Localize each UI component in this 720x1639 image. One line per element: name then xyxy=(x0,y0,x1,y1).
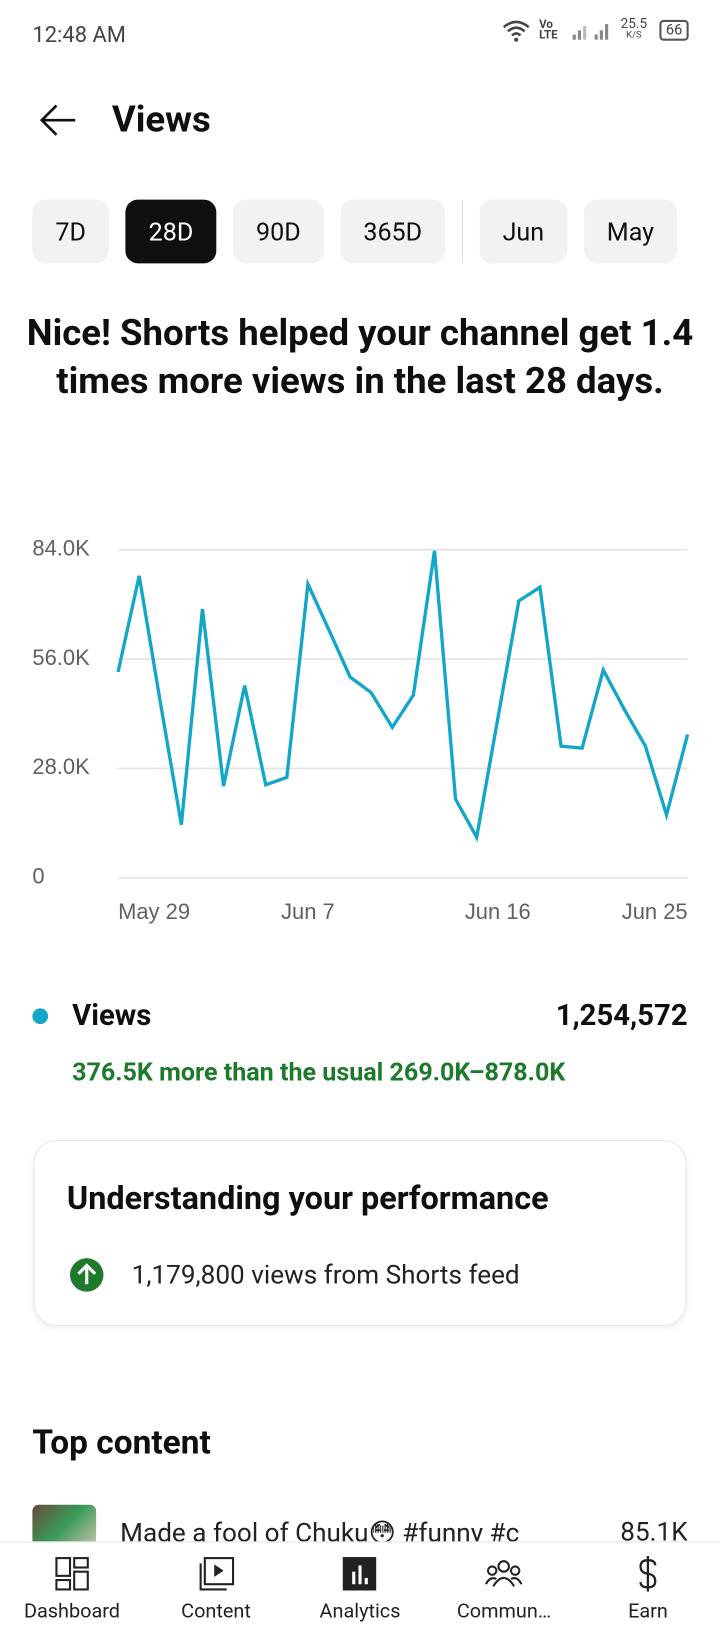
views-chart: 0 28.0K 56.0K 84.0K May 29 Jun 7 Jun 16 Jun 25 xyxy=(32,535,690,924)
nav-label: Earn xyxy=(628,1598,668,1623)
nav-icon xyxy=(343,1557,377,1591)
y-tick-label: 28.0K xyxy=(32,754,90,779)
bottom-nav: Dashboard Content Analytics Commun… Earn xyxy=(0,1541,720,1639)
back-button[interactable] xyxy=(38,102,80,138)
battery: 66 xyxy=(659,19,689,41)
signal-icon xyxy=(572,24,609,40)
net-speed: 25.5 K/S xyxy=(620,16,648,42)
period-tab[interactable]: 90D xyxy=(233,199,324,264)
nav-item[interactable]: Dashboard xyxy=(0,1542,144,1638)
status-time: 12:48 AM xyxy=(32,22,126,49)
card-title: Understanding your performance xyxy=(66,1178,549,1218)
speed-value: 25.5 xyxy=(620,16,648,33)
comparison: 376.5K more than the usual 269.0K–878.0K xyxy=(72,1057,566,1087)
thumbnail[interactable] xyxy=(32,1504,97,1547)
nav-item[interactable]: Commun… xyxy=(432,1542,576,1638)
section-title: Top content xyxy=(32,1422,211,1462)
nav-item[interactable]: Analytics xyxy=(288,1542,432,1638)
network-type: Vo LTE xyxy=(539,17,558,42)
nav-label: Content xyxy=(181,1598,251,1623)
x-tick-label: Jun 25 xyxy=(622,899,688,924)
speed-unit: K/S xyxy=(626,30,642,41)
period-tabs: 7D 28D 90D 365D Jun May xyxy=(32,199,678,264)
nav-label: Analytics xyxy=(319,1598,401,1623)
nav-icon xyxy=(485,1560,523,1587)
data-line xyxy=(116,550,690,843)
nav-icon xyxy=(639,1556,657,1592)
tab-separator xyxy=(461,199,463,264)
x-tick-label: Jun 7 xyxy=(281,899,335,924)
x-tick-label: May 29 xyxy=(118,899,190,924)
legend-dot xyxy=(32,1008,49,1025)
metric-name: Views xyxy=(72,997,152,1033)
wifi-icon xyxy=(502,20,530,42)
period-tab[interactable]: Jun xyxy=(479,199,568,264)
y-tick-label: 56.0K xyxy=(32,645,90,670)
y-tick-label: 0 xyxy=(32,864,44,889)
y-tick-label: 84.0K xyxy=(32,535,90,560)
nav-item[interactable]: Content xyxy=(144,1542,288,1638)
period-tab[interactable]: 365D xyxy=(340,199,446,264)
headline: Nice! Shorts helped your channel get 1.4… xyxy=(26,311,694,403)
page-title: Views xyxy=(111,98,211,142)
up-icon xyxy=(70,1258,104,1292)
period-tab[interactable]: 28D xyxy=(125,199,217,264)
nav-icon xyxy=(199,1557,234,1591)
nav-label: Commun… xyxy=(456,1598,552,1623)
status-icons: Vo LTE 25.5 K/S 66 xyxy=(501,16,689,42)
x-tick-label: Jun 16 xyxy=(465,899,531,924)
period-tab[interactable]: May xyxy=(583,199,678,264)
performance-card[interactable]: Understanding your performance 1,179,800… xyxy=(33,1140,687,1327)
nav-icon xyxy=(55,1557,89,1591)
nav-label: Dashboard xyxy=(23,1598,121,1623)
nav-item[interactable]: Earn xyxy=(576,1542,720,1638)
period-tab[interactable]: 7D xyxy=(32,199,109,264)
metric-total: 1,254,572 xyxy=(555,997,688,1033)
card-item: 1,179,800 views from Shorts feed xyxy=(131,1260,520,1291)
